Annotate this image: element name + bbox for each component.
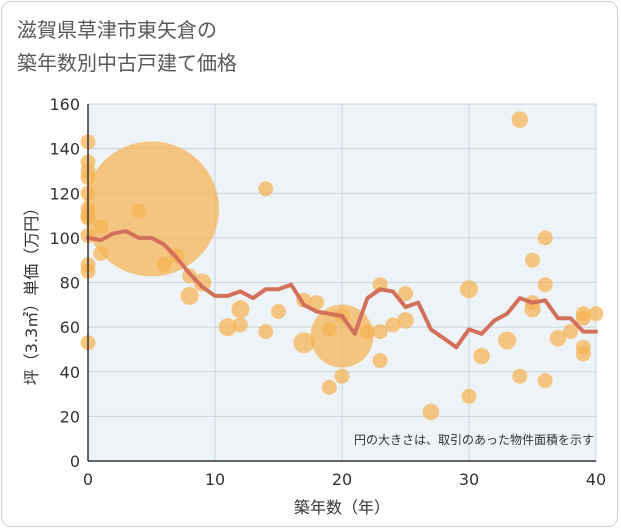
data-bubble: [397, 312, 414, 329]
data-bubble: [422, 403, 440, 421]
x-tick-label: 20: [332, 470, 352, 489]
data-bubble: [258, 181, 274, 197]
data-bubble: [537, 277, 553, 293]
data-bubble: [293, 332, 315, 354]
tick-labels: 0 10 20 30 40 0 20 40 60 80 100 120 140 160: [49, 95, 606, 489]
y-tick-label: 120: [49, 184, 80, 203]
data-bubble: [232, 317, 248, 333]
data-bubble: [563, 324, 579, 340]
y-tick-label: 60: [60, 318, 80, 337]
y-tick-label: 100: [49, 229, 80, 248]
x-tick-label: 30: [459, 470, 479, 489]
average-price-line: [86, 229, 598, 350]
chart-title-line1: 滋賀県草津市東矢倉の: [17, 18, 217, 42]
data-bubble: [473, 347, 490, 365]
data-bubble: [575, 310, 591, 326]
data-bubble: [549, 330, 567, 347]
data-bubble: [398, 286, 413, 302]
data-bubble: [537, 373, 553, 389]
data-bubble: [321, 379, 337, 395]
data-bubble: [218, 318, 237, 337]
data-bubble: [524, 301, 541, 318]
y-tick-label: 80: [60, 274, 80, 293]
data-bubble: [309, 295, 325, 311]
data-bubble: [575, 346, 591, 362]
chart-title: 滋賀県草津市東矢倉の 築年数別中古戸建て価格: [17, 14, 237, 80]
data-bubble: [537, 230, 553, 246]
y-axis-title: 坪（3.3㎡）単価（万円）: [22, 200, 41, 385]
y-tick-label: 20: [60, 407, 80, 426]
chart-title-line2: 築年数別中古戸建て価格: [17, 51, 237, 75]
data-bubble: [359, 324, 375, 340]
data-bubble: [525, 252, 540, 268]
data-bubble: [372, 353, 388, 369]
y-tick-label: 0: [70, 452, 80, 471]
x-tick-label: 0: [83, 470, 93, 489]
data-bubble: [588, 306, 604, 322]
y-tick-label: 140: [49, 140, 80, 159]
data-bubble: [460, 280, 478, 299]
x-axis-title: 築年数（年）: [294, 498, 390, 517]
data-bubble: [385, 317, 401, 333]
y-tick-label: 40: [60, 363, 80, 382]
data-bubble: [180, 286, 199, 305]
data-bubble: [271, 304, 286, 320]
data-bubble: [372, 324, 388, 340]
data-bubble: [498, 331, 517, 350]
data-bubble: [512, 368, 528, 384]
x-tick-label: 10: [205, 470, 225, 489]
data-bubble: [461, 388, 477, 404]
data-bubble: [156, 257, 172, 273]
bubble-size-note: 円の大きさは、取引のあった物件面積を示す: [354, 432, 594, 447]
data-bubble: [84, 141, 219, 277]
data-bubble: [231, 300, 250, 319]
data-bubble: [193, 273, 212, 292]
axes: [87, 104, 596, 462]
data-bubble: [258, 324, 274, 340]
data-bubble: [334, 368, 350, 384]
data-bubble: [511, 111, 529, 128]
x-tick-label: 40: [586, 470, 606, 489]
y-tick-label: 160: [49, 95, 80, 114]
